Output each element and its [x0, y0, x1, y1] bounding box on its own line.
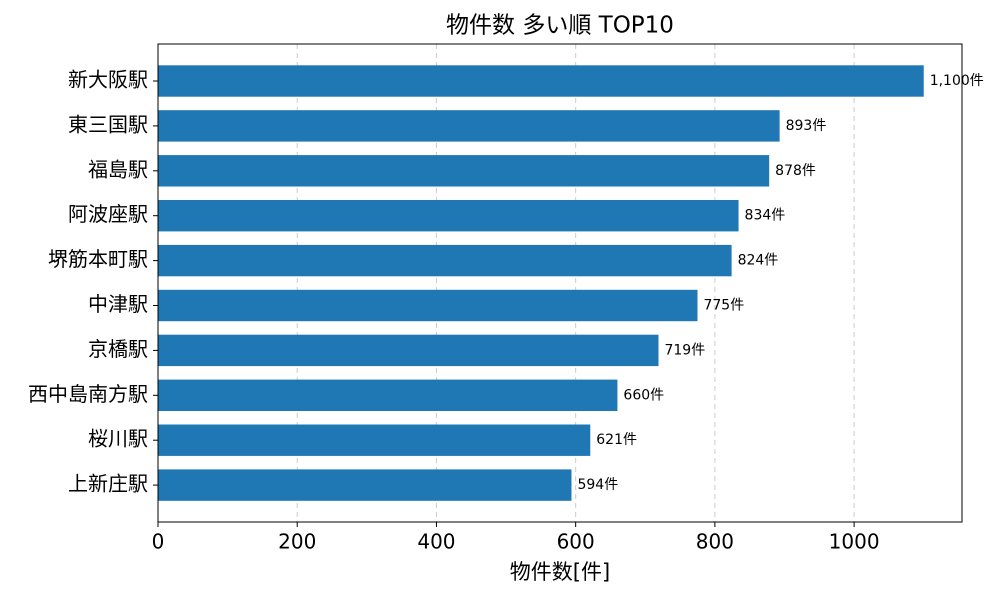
value-label: 893件	[786, 118, 827, 134]
value-label: 660件	[623, 387, 664, 403]
x-tick-label: 200	[278, 530, 316, 554]
value-label: 621件	[596, 432, 637, 448]
y-tick-label: 福島駅	[88, 157, 148, 181]
bar	[158, 155, 770, 187]
x-tick-label: 0	[152, 530, 165, 554]
bar	[158, 469, 572, 501]
bar	[158, 289, 698, 322]
bar	[158, 65, 924, 97]
x-axis-label: 物件数[件]	[510, 560, 610, 584]
value-label: 594件	[577, 477, 618, 493]
value-label: 824件	[738, 253, 779, 269]
bar	[158, 244, 732, 277]
value-label: 834件	[745, 208, 786, 224]
y-tick-label: 上新庄駅	[68, 472, 148, 496]
x-tick-label: 1000	[829, 530, 880, 554]
plot-frame	[157, 43, 963, 523]
bar	[158, 379, 618, 411]
y-tick-label: 新大阪駅	[68, 68, 148, 92]
x-tick-label: 800	[696, 530, 734, 554]
x-tick-label: 600	[557, 530, 595, 554]
chart-title: 物件数 多い順 TOP10	[446, 13, 674, 39]
y-tick-label: 京橋駅	[88, 337, 148, 361]
value-label: 719件	[664, 342, 705, 358]
bar	[158, 334, 659, 367]
bar	[158, 424, 591, 456]
x-tick-label: 400	[417, 530, 455, 554]
y-tick-label: 阿波座駅	[68, 202, 148, 226]
value-label: 775件	[703, 298, 744, 314]
bar	[158, 200, 739, 232]
y-tick-label: 東三国駅	[68, 112, 148, 136]
y-tick-label: 堺筋本町駅	[48, 247, 148, 271]
value-label: 1,100件	[930, 73, 984, 89]
bar	[158, 110, 780, 142]
y-tick-label: 桜川駅	[88, 427, 148, 451]
y-tick-label: 中津駅	[88, 292, 148, 316]
y-tick-label: 西中島南方駅	[28, 382, 148, 406]
value-label: 878件	[775, 163, 816, 179]
